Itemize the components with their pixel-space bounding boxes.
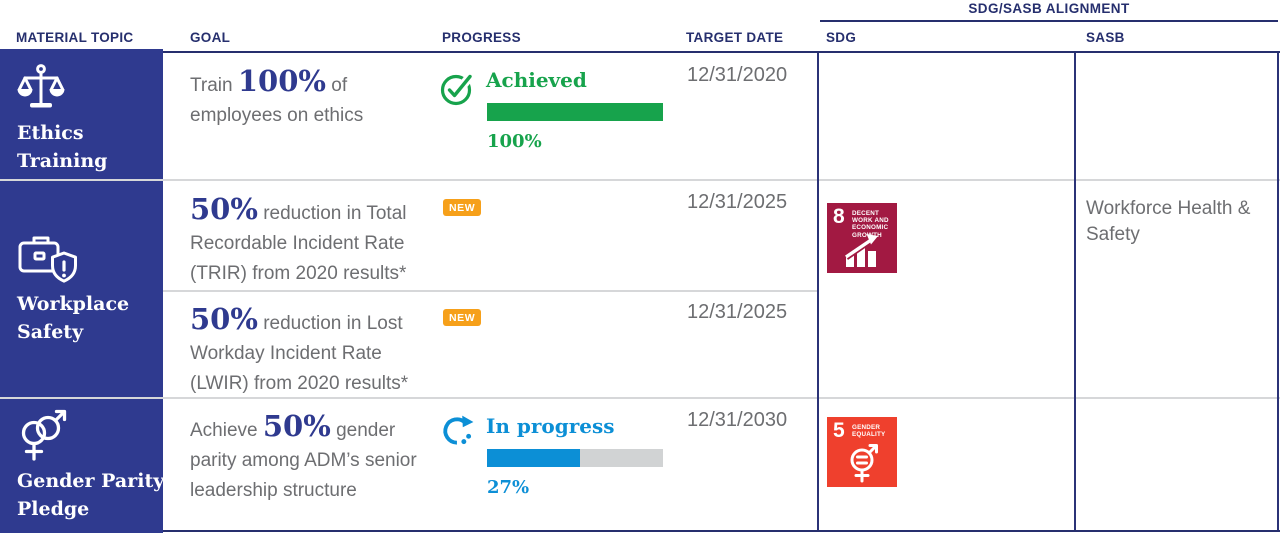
topic-label: Ethics Training: [17, 122, 108, 172]
new-badge: NEW: [443, 309, 482, 326]
column-header-sasb: SASB: [1086, 30, 1125, 45]
topic-cell-workplace-safety: Workplace Safety: [0, 181, 163, 398]
goal-trir-reduction: 50% reduction in Total Recordable Incide…: [190, 194, 436, 289]
header-rule-thin: [163, 51, 1280, 53]
sdg-title: GENDER EQUALITY: [852, 424, 886, 439]
table-bottom-border: [163, 530, 1280, 532]
sasb-workforce-health-safety: Workforce Health & Safety: [1086, 198, 1251, 245]
goal-ethics-training: Train 100% of employees on ethics: [190, 66, 395, 131]
goal-highlight-value: 100%: [237, 64, 326, 98]
progress-bar-fill: [487, 449, 581, 467]
achieved-check-icon: [440, 72, 475, 106]
goal-text-suffix: gender parity among ADM’s senior leaders…: [190, 420, 417, 501]
column-header-material-topic: MATERIAL TOPIC: [16, 30, 134, 45]
sdg-number: 8: [833, 205, 845, 228]
column-header-target-date: TARGET DATE: [686, 30, 784, 45]
topic-label: Gender Parity Pledge: [17, 470, 165, 520]
progress-bar-fill: [487, 103, 663, 121]
goal-highlight-value: 50%: [190, 192, 258, 226]
goal-highlight-value: 50%: [190, 302, 258, 336]
topic-label: Workplace Safety: [17, 293, 130, 343]
header-rule-thick: [0, 49, 163, 55]
sdg8-growth-chart-icon: [844, 234, 878, 267]
goal-gender-parity: Achieve 50% gender parity among ADM’s se…: [190, 411, 430, 506]
target-date-ethics: 12/31/2020: [687, 64, 788, 86]
goal-text-prefix: Achieve: [190, 420, 263, 441]
row-divider: [163, 290, 817, 292]
target-date-lwir: 12/31/2025: [687, 301, 788, 323]
topic-cell-gender-parity-pledge: Gender Parity Pledge: [0, 399, 165, 533]
progress-status-achieved: Achieved: [486, 68, 587, 92]
gender-symbols-icon: [21, 409, 67, 461]
progress-bar-ethics: [487, 103, 663, 121]
sdg-number: 5: [833, 419, 845, 442]
goal-text-suffix: reduction in Lost Workday Incident Rate …: [190, 313, 409, 394]
scales-of-justice-icon: [17, 64, 65, 108]
sdg-5-badge: 5 GENDER EQUALITY: [827, 417, 897, 487]
in-progress-refresh-icon: [443, 415, 474, 445]
target-date-trir: 12/31/2025: [687, 191, 788, 213]
new-badge: NEW: [443, 199, 482, 216]
sdg5-gender-equality-icon: [850, 444, 878, 483]
goal-highlight-value: 50%: [262, 409, 331, 443]
alignment-underline: [820, 20, 1278, 22]
progress-percent-label: 27%: [487, 477, 530, 498]
column-header-progress: PROGRESS: [442, 30, 521, 45]
sdg-title: DECENT WORK AND ECONOMIC GROWTH: [852, 210, 889, 239]
column-border-sdg-left: [817, 53, 819, 532]
goal-text-suffix: reduction in Total Recordable Incident R…: [190, 203, 407, 284]
goal-lwir-reduction: 50% reduction in Lost Workday Incident R…: [190, 304, 430, 399]
row-divider: [0, 397, 1280, 399]
progress-percent-label: 100%: [487, 131, 542, 152]
target-date-gender-parity: 12/31/2030: [687, 409, 788, 431]
briefcase-shield-icon: [18, 236, 77, 283]
column-header-sdg: SDG: [826, 30, 857, 45]
sdg-sasb-alignment-title: SDG/SASB ALIGNMENT: [968, 1, 1130, 16]
column-border-right: [1277, 53, 1279, 532]
goal-text-suffix: of employees on ethics: [190, 75, 364, 126]
goal-text-prefix: Train: [190, 75, 238, 96]
column-header-goal: GOAL: [190, 30, 231, 45]
column-border-sasb-left: [1074, 53, 1076, 532]
progress-bar-gender-parity: [487, 449, 663, 467]
sdg-8-badge: 8 DECENT WORK AND ECONOMIC GROWTH: [827, 203, 897, 273]
row-divider: [0, 179, 1280, 181]
progress-status-in-progress: In progress: [486, 414, 615, 438]
topic-cell-ethics-training: Ethics Training: [0, 55, 163, 180]
